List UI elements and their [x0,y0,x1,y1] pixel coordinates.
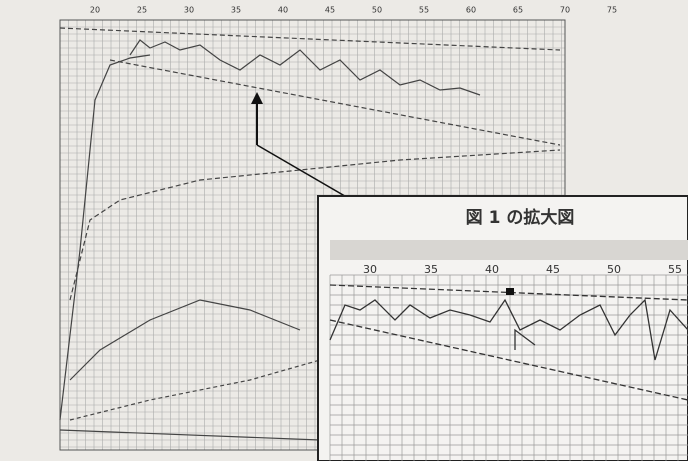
x-label: 40 [278,6,288,15]
x-label: 50 [372,6,382,15]
x-label: 30 [363,263,377,276]
x-label: 55 [668,263,682,276]
x-label: 40 [485,263,499,276]
x-label: 30 [184,6,194,15]
x-label: 45 [325,6,335,15]
scan: 20 25 30 35 40 45 50 55 60 65 70 75 図 1 の拡大図 30 35 40… [0,0,688,461]
point-marker [506,288,514,295]
x-label: 70 [560,6,570,15]
inset-title: 図 1 の拡大図 [466,207,575,228]
x-label: 60 [466,6,476,15]
x-label: 50 [607,263,621,276]
x-label: 55 [419,6,429,15]
x-label: 65 [513,6,523,15]
x-label: 35 [424,263,438,276]
x-label: 20 [90,6,100,15]
x-label: 25 [137,6,147,15]
x-label: 75 [607,6,617,15]
x-label: 35 [231,6,241,15]
x-label: 45 [546,263,560,276]
inset-band [330,240,688,260]
page: 20 25 30 35 40 45 50 55 60 65 70 75 図 1 の拡大図 30 35 40… [0,0,688,461]
inset-frame [318,196,688,461]
